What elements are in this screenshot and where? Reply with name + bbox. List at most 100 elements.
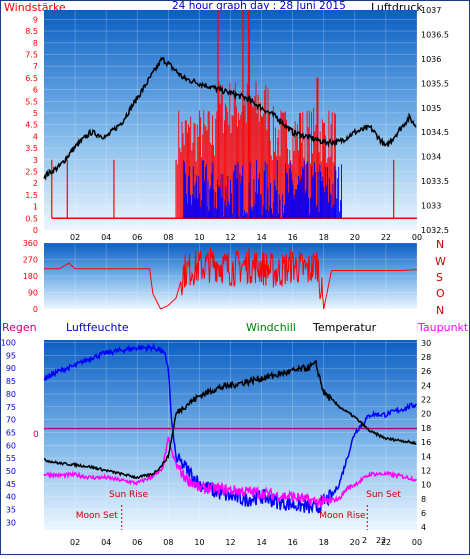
sun-set-label: Sun Set bbox=[366, 490, 401, 500]
humidity-y-tick-label: 45 bbox=[6, 480, 16, 489]
lower-time-tick-label: 00 bbox=[412, 538, 422, 547]
wind-y-tick-label: 6 bbox=[33, 86, 38, 95]
lower-time-tick-label: 22 bbox=[381, 538, 391, 547]
sun-rise-label: Sun Rise bbox=[109, 490, 148, 500]
temperature-line bbox=[43, 359, 417, 480]
time-tick-label: 14 bbox=[256, 233, 266, 242]
pressure-y-tick-label: 1033 bbox=[421, 202, 441, 211]
temperature-y-tick-label: 28 bbox=[421, 353, 431, 362]
compass-o: O bbox=[436, 287, 445, 300]
regen-zero-label: 0 bbox=[33, 430, 39, 440]
humidity-y-tick-label: 90 bbox=[6, 364, 16, 373]
legend-luftfeuchte: Luftfeuchte bbox=[66, 321, 129, 334]
wind-y-tick-label: 8.5 bbox=[25, 27, 38, 36]
compass-labels: N W S O N bbox=[435, 238, 446, 317]
wind-direction-grid bbox=[44, 242, 418, 310]
pressure-y-tick-label: 1034.5 bbox=[421, 128, 449, 137]
humidity-y-tick-label: 65 bbox=[6, 428, 16, 437]
time-tick-label: 02 bbox=[70, 233, 80, 242]
time-tick-label: 08 bbox=[163, 233, 173, 242]
pressure-y-tick-label: 1034 bbox=[421, 153, 441, 162]
humidity-y-tick-label: 50 bbox=[6, 467, 16, 476]
pressure-y-tick-label: 1036.5 bbox=[421, 30, 449, 39]
humidity-line bbox=[43, 342, 417, 514]
wind-y-tick-label: 5.5 bbox=[25, 97, 38, 106]
temperature-y-tick-label: 4 bbox=[421, 523, 426, 532]
temperature-y-tick-label: 18 bbox=[421, 424, 431, 433]
time-tick-label: 00 bbox=[412, 233, 422, 242]
header-date-title: 24 hour graph day : 28 Juni 2015 bbox=[172, 0, 346, 12]
legend-windchill: Windchill bbox=[246, 321, 296, 334]
humidity-y-tick-label: 60 bbox=[6, 441, 16, 450]
moon-set-label: Moon Set bbox=[76, 511, 119, 521]
wind-direction-marks bbox=[44, 247, 417, 310]
time-tick-label: 06 bbox=[132, 233, 142, 242]
temperature-y-tick-label: 22 bbox=[421, 396, 431, 405]
humidity-y-tick-label: 80 bbox=[6, 390, 16, 399]
wind-y-tick-label: 6.5 bbox=[25, 74, 38, 83]
humidity-y-tick-label: 85 bbox=[6, 377, 16, 386]
direction-y-tick-label: 90 bbox=[28, 289, 38, 298]
compass-n-bottom: N bbox=[436, 304, 444, 317]
humidity-y-tick-label: 35 bbox=[6, 505, 16, 514]
time-tick-label: 16 bbox=[288, 233, 298, 242]
pressure-y-tick-label: 1037 bbox=[421, 6, 441, 15]
temperature-y-tick-label: 24 bbox=[421, 381, 431, 390]
lower-time-tick-label: 18 bbox=[319, 538, 329, 547]
lower-time-tick-label: 06 bbox=[132, 538, 142, 547]
pressure-y-tick-label: 1036 bbox=[421, 55, 441, 64]
humidity-y-tick-label: 100 bbox=[1, 339, 16, 348]
time-tick-label: 20 bbox=[350, 233, 360, 242]
time-tick-label: 18 bbox=[319, 233, 329, 242]
lower-time-tick-label: 04 bbox=[101, 538, 111, 547]
wind-y-tick-label: 8 bbox=[33, 39, 38, 48]
sun-moon-events: Sun Rise Sun Set Moon Set Moon Rise 2 22 bbox=[76, 490, 402, 545]
wind-y-tick-label: 0.5 bbox=[25, 214, 38, 223]
wind-direction-plot-area bbox=[44, 243, 417, 309]
wind-y-tick-label: 1 bbox=[33, 203, 38, 212]
night-tick-label-2: 22 bbox=[376, 536, 386, 545]
wind-y-tick-label: 2.5 bbox=[25, 167, 38, 176]
lower-time-tick-label: 16 bbox=[288, 538, 298, 547]
wind-y-tick-label: 5 bbox=[33, 109, 38, 118]
time-tick-label: 10 bbox=[194, 233, 204, 242]
temperature-y-tick-label: 6 bbox=[421, 509, 426, 518]
direction-y-tick-label: 0 bbox=[33, 305, 38, 314]
lower-time-tick-label: 12 bbox=[225, 538, 235, 547]
humidity-y-tick-label: 70 bbox=[6, 416, 16, 425]
direction-y-tick-label: 180 bbox=[23, 272, 38, 281]
temperature-y-tick-label: 30 bbox=[421, 339, 431, 348]
humidity-y-tick-label: 95 bbox=[6, 351, 16, 360]
time-tick-label: 04 bbox=[101, 233, 111, 242]
lower-time-tick-label: 02 bbox=[70, 538, 80, 547]
humidity-temperature-marks bbox=[43, 342, 417, 530]
moon-rise-label: Moon Rise bbox=[319, 511, 366, 521]
temperature-y-tick-label: 14 bbox=[421, 452, 431, 461]
axes-labels: 00.511.522.533.544.555.566.577.588.59103… bbox=[1, 6, 449, 547]
wind-y-tick-label: 4.5 bbox=[25, 121, 38, 130]
humidity-y-tick-label: 30 bbox=[6, 518, 16, 527]
pressure-y-tick-label: 1032.5 bbox=[421, 226, 449, 235]
humidity-y-tick-label: 75 bbox=[6, 403, 16, 412]
pressure-y-tick-label: 1035.5 bbox=[421, 79, 449, 88]
wind-y-tick-label: 4 bbox=[33, 132, 38, 141]
pressure-y-tick-label: 1033.5 bbox=[421, 177, 449, 186]
legend-regen: Regen bbox=[2, 321, 37, 334]
wind-y-tick-label: 1.5 bbox=[25, 191, 38, 200]
lower-time-tick-label: 10 bbox=[194, 538, 204, 547]
legend-taupunkt: Taupunkt bbox=[417, 321, 469, 334]
temperature-y-tick-label: 26 bbox=[421, 367, 431, 376]
pressure-line bbox=[43, 56, 417, 181]
wind-direction-line bbox=[44, 247, 417, 310]
wind-y-tick-label: 3.5 bbox=[25, 144, 38, 153]
direction-y-tick-label: 360 bbox=[23, 239, 38, 248]
dewpoint-line bbox=[43, 436, 417, 507]
humidity-temperature-grid bbox=[44, 340, 418, 530]
humidity-y-tick-label: 55 bbox=[6, 454, 16, 463]
lower-time-tick-label: 08 bbox=[163, 538, 173, 547]
time-tick-label: 12 bbox=[225, 233, 235, 242]
wind-y-tick-label: 7 bbox=[33, 62, 38, 71]
compass-w: W bbox=[435, 255, 446, 268]
